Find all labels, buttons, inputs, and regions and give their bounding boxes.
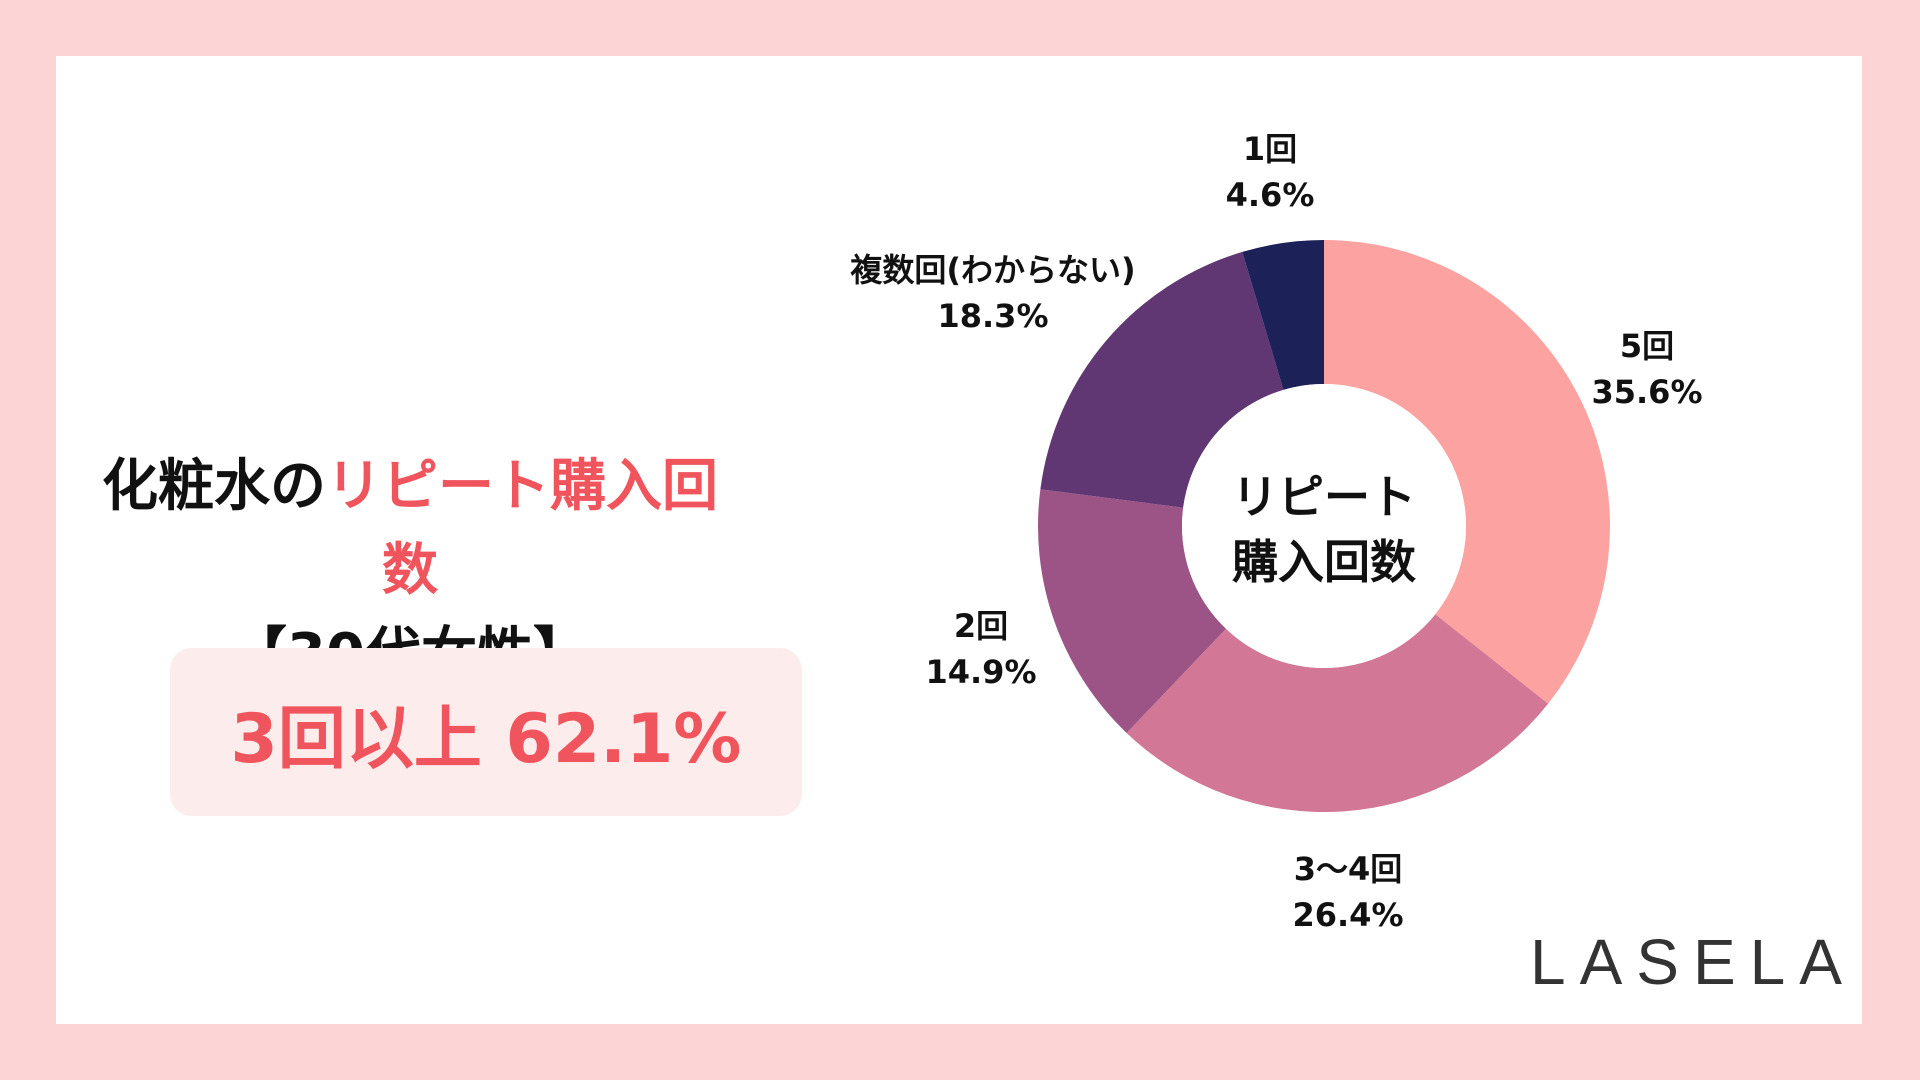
donut-slices xyxy=(1037,240,1610,813)
slice-labels: 5回 35.6% 3〜4回 26.4% 2回 14.9% 複数回(わからない) 18.3% 1回… xyxy=(850,130,1702,934)
donut-slice xyxy=(1126,614,1549,813)
donut-slice xyxy=(1040,251,1284,508)
slice-value-label: 18.3% xyxy=(937,297,1048,335)
title-plain: 化粧水の xyxy=(102,454,326,519)
title-line-1: 化粧水のリピート購入回数 xyxy=(100,445,720,613)
slice-value-label: 35.6% xyxy=(1591,373,1702,411)
slice-category-label: 5回 xyxy=(1620,327,1674,365)
slice-value-label: 26.4% xyxy=(1292,896,1403,934)
slice-category-label: 2回 xyxy=(954,607,1008,645)
donut-hole xyxy=(1182,384,1466,668)
center-label-line-2: 購入回数 xyxy=(1232,535,1416,589)
slice-value-label: 14.9% xyxy=(925,653,1036,691)
slice-value-label: 4.6% xyxy=(1226,176,1315,214)
donut-slice xyxy=(1324,240,1610,704)
center-label-line-1: リピート xyxy=(1232,470,1416,524)
donut-slice xyxy=(1037,489,1226,733)
donut-slice xyxy=(1242,240,1324,390)
highlight-text: 3回以上 62.1% xyxy=(230,699,742,779)
lasela-logo: LASELA xyxy=(1530,926,1856,998)
slice-category-label: 1回 xyxy=(1243,130,1297,168)
slice-category-label: 3〜4回 xyxy=(1294,850,1403,888)
slice-category-label: 複数回(わからない) xyxy=(850,251,1135,289)
highlight-box: 3回以上 62.1% xyxy=(170,648,802,816)
title-accent: リピート購入回数 xyxy=(326,454,718,603)
